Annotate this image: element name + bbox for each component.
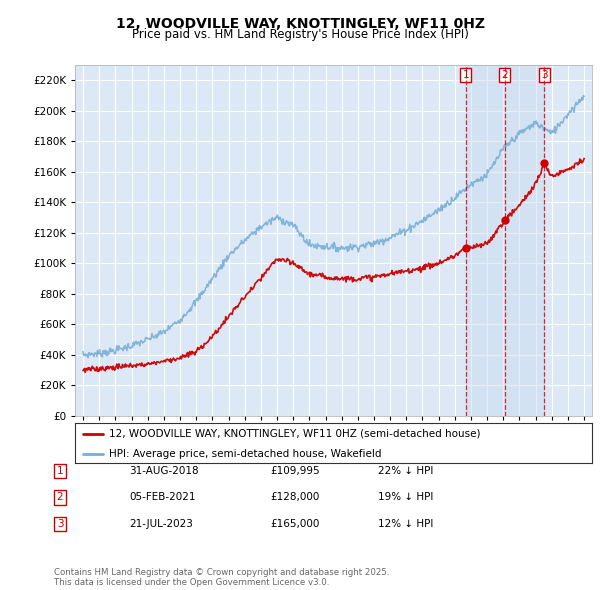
Text: 21-JUL-2023: 21-JUL-2023 [129,519,193,529]
Text: 2: 2 [56,493,64,502]
Text: 1: 1 [56,466,64,476]
Text: 22% ↓ HPI: 22% ↓ HPI [378,466,433,476]
Text: Price paid vs. HM Land Registry's House Price Index (HPI): Price paid vs. HM Land Registry's House … [131,28,469,41]
Text: Contains HM Land Registry data © Crown copyright and database right 2025.
This d: Contains HM Land Registry data © Crown c… [54,568,389,587]
Text: £165,000: £165,000 [270,519,319,529]
Text: HPI: Average price, semi-detached house, Wakefield: HPI: Average price, semi-detached house,… [109,450,381,460]
Bar [466,65,544,416]
Text: 2: 2 [502,70,508,80]
Text: 1: 1 [463,70,469,80]
Text: 3: 3 [56,519,64,529]
Text: £109,995: £109,995 [270,466,320,476]
Text: 05-FEB-2021: 05-FEB-2021 [129,493,196,502]
Text: 12% ↓ HPI: 12% ↓ HPI [378,519,433,529]
Text: 3: 3 [541,70,548,80]
Text: 12, WOODVILLE WAY, KNOTTINGLEY, WF11 0HZ: 12, WOODVILLE WAY, KNOTTINGLEY, WF11 0HZ [115,17,485,31]
Text: £128,000: £128,000 [270,493,319,502]
Text: 31-AUG-2018: 31-AUG-2018 [129,466,199,476]
Text: 19% ↓ HPI: 19% ↓ HPI [378,493,433,502]
Text: 12, WOODVILLE WAY, KNOTTINGLEY, WF11 0HZ (semi-detached house): 12, WOODVILLE WAY, KNOTTINGLEY, WF11 0HZ… [109,429,480,439]
